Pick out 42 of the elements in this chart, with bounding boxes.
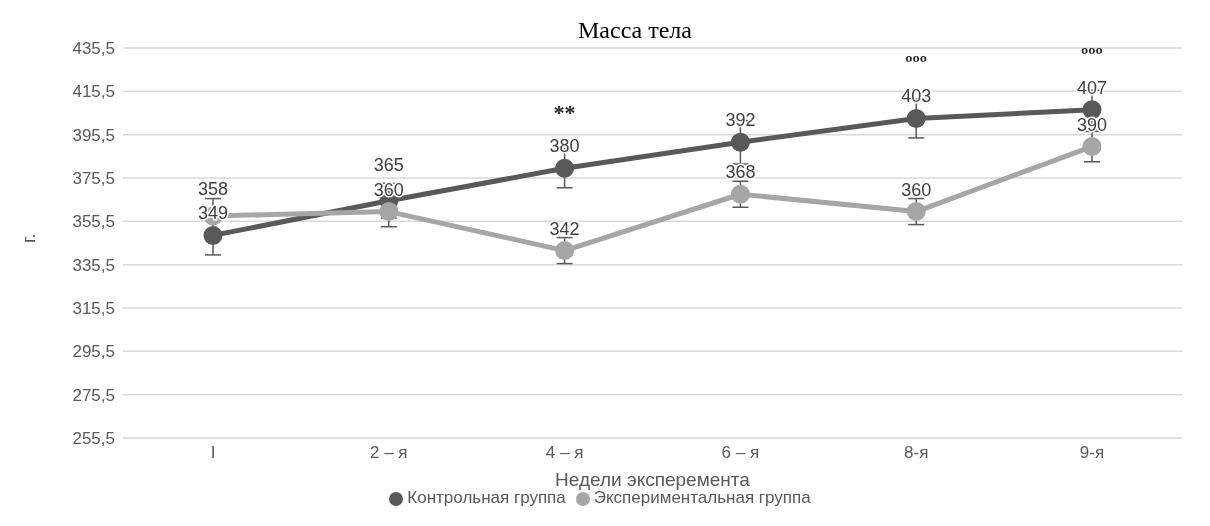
y-tick-label: 395,5 [72, 125, 115, 145]
point [906, 202, 926, 222]
x-tick-label: 6 – я [721, 443, 760, 463]
point [379, 202, 399, 222]
y-tick-label: 375,5 [72, 169, 115, 189]
point [730, 132, 750, 152]
data-label: 365 [373, 155, 404, 176]
data-label: 358 [197, 179, 229, 200]
data-label: 403 [901, 86, 932, 107]
annotation: ** [553, 100, 576, 126]
point [555, 158, 575, 178]
point [730, 184, 750, 204]
data-label: 407 [1076, 77, 1108, 98]
y-tick-label: 415,5 [72, 82, 115, 102]
y-tick-label: 315,5 [72, 299, 115, 319]
data-label: 392 [725, 110, 756, 131]
y-tick-label: 335,5 [72, 255, 115, 275]
y-tick-label: 295,5 [72, 342, 115, 362]
point [1082, 137, 1102, 157]
data-label: 380 [549, 136, 580, 157]
data-label: 342 [549, 218, 580, 239]
x-tick-label: I [210, 443, 216, 463]
point [203, 225, 223, 245]
x-tick-label: 8-я [904, 443, 929, 463]
y-axis-title: г. [17, 233, 39, 243]
x-axis-title: Недели эксперемента [555, 469, 751, 490]
y-tick-label: 355,5 [72, 212, 115, 232]
legend-label: Контрольная группа [407, 488, 566, 507]
data-label: 368 [725, 162, 756, 183]
x-tick-label: 9-я [1079, 443, 1105, 463]
data-label: 360 [901, 179, 932, 200]
chart-title: Масса тела [577, 17, 693, 43]
x-tick-label: 4 – я [545, 443, 584, 463]
point [906, 108, 926, 128]
annotation: ººº [905, 50, 928, 76]
y-tick-label: 275,5 [72, 385, 115, 405]
x-tick-label: 2 – я [370, 443, 408, 463]
y-tick-label: 435,5 [72, 39, 115, 59]
point [1082, 100, 1102, 120]
point [555, 241, 575, 261]
annotation: ººº [1081, 41, 1103, 67]
y-tick-label: 255,5 [72, 429, 115, 449]
